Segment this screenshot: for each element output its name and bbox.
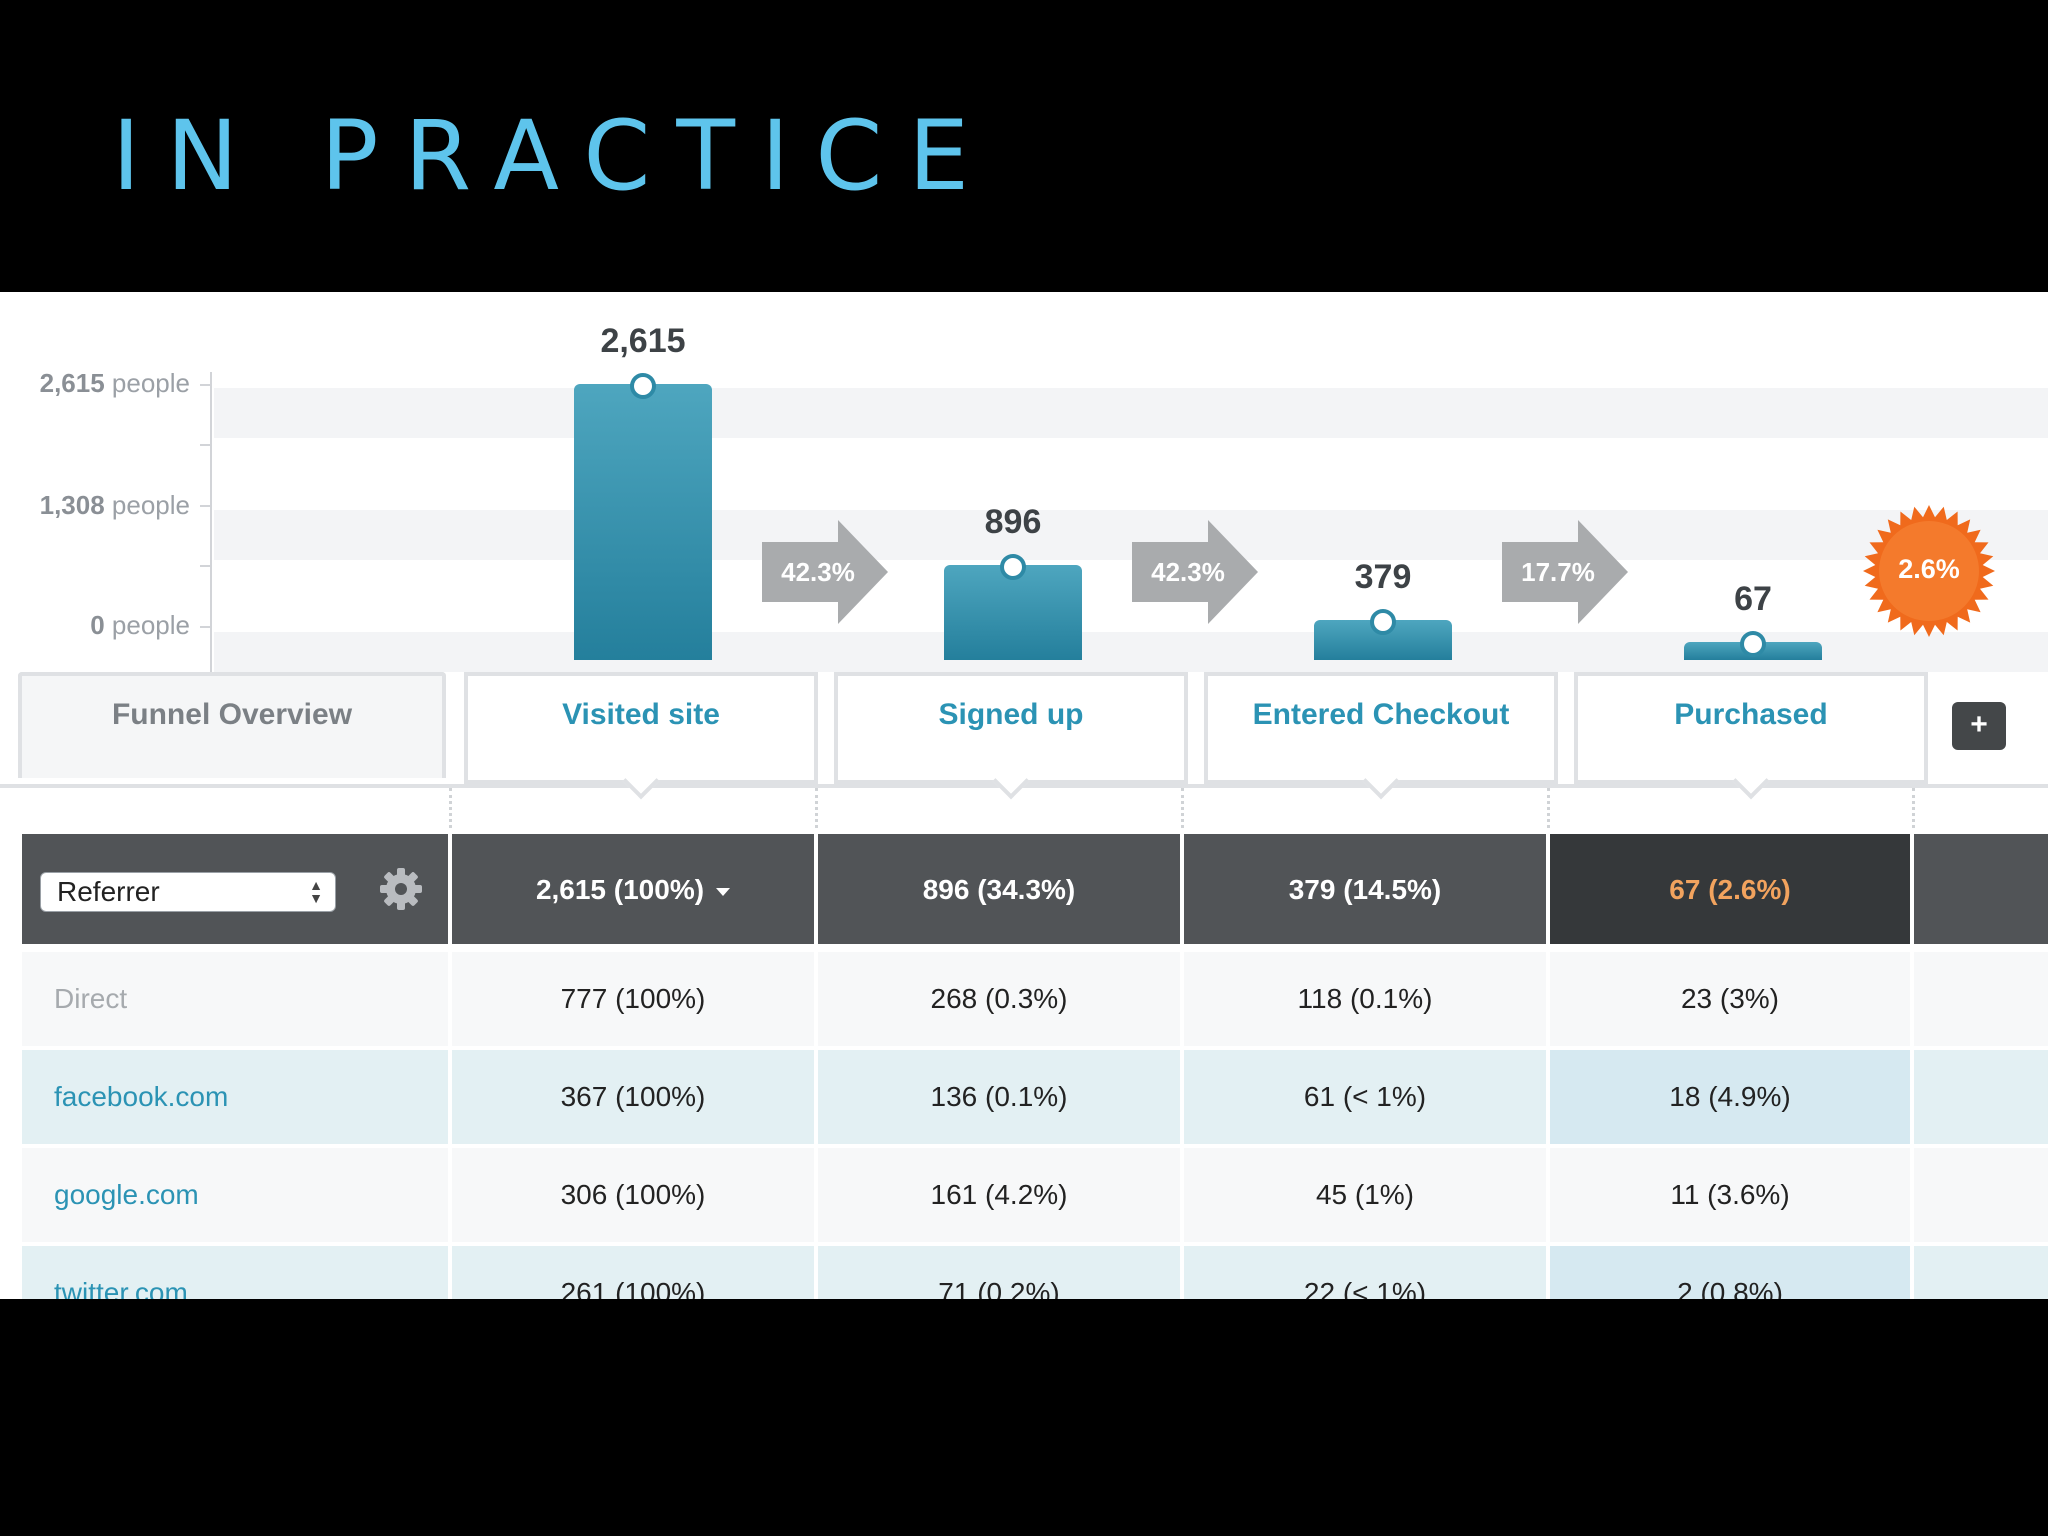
overall-conversion-rate: 2.6%	[1898, 554, 1960, 584]
tab-pointer	[1362, 762, 1400, 800]
table-cell: 11 (3.6%)	[1550, 1148, 1910, 1242]
table-cell: 118 (0.1%)	[1184, 952, 1546, 1046]
table-header-cell: 896 (34.3%)	[818, 834, 1180, 944]
table-cell: 306 (100%)	[452, 1148, 814, 1242]
conversion-arrow: 42.3%	[762, 520, 890, 624]
row-referrer-name[interactable]: facebook.com	[22, 1050, 448, 1144]
y-tick	[200, 505, 210, 507]
y-tick-label: 0 people	[90, 610, 190, 640]
tab-pointer	[622, 762, 660, 800]
table-header-cell	[1914, 834, 2048, 944]
y-tick	[200, 626, 210, 628]
bar-value-label: 67	[1734, 580, 1772, 618]
tab-pointer	[1732, 762, 1770, 800]
slide-title: IN PRACTICE	[112, 100, 995, 212]
tab-funnel-overview[interactable]: Funnel Overview	[18, 672, 446, 778]
row-referrer-name[interactable]: twitter.com	[22, 1246, 448, 1299]
conversion-rate: 42.3%	[1151, 557, 1225, 587]
table-cell: 22 (< 1%)	[1184, 1246, 1546, 1299]
funnel-bar-purchased[interactable]	[1684, 631, 1822, 660]
dropdown-arrows-icon: ▲ ▼	[309, 877, 323, 906]
segment-dropdown[interactable]: Referrer ▲ ▼	[40, 872, 336, 912]
tab-visited-site[interactable]: Visited site	[464, 672, 818, 800]
add-step-button[interactable]: +	[1952, 702, 2006, 750]
column-divider	[815, 788, 818, 828]
y-tick-label: 1,308 people	[39, 490, 190, 520]
bar-value-label: 2,615	[600, 322, 686, 360]
tab-label: Signed up	[938, 698, 1084, 731]
table-cell: 367 (100%)	[452, 1050, 814, 1144]
table-cell: 45 (1%)	[1184, 1148, 1546, 1242]
table-cell: 261 (100%)	[452, 1246, 814, 1299]
y-axis	[210, 372, 212, 672]
table-cell-empty	[1914, 1246, 2048, 1299]
conversion-arrow: 42.3%	[1132, 520, 1260, 624]
overall-conversion-badge: 2.6%	[1862, 504, 1996, 638]
tab-label: Visited site	[562, 698, 720, 731]
funnel-bar-visited-site[interactable]	[574, 373, 712, 660]
y-tick	[200, 384, 210, 386]
bar-value-label: 896	[984, 503, 1042, 542]
segment-dropdown-value: Referrer	[57, 876, 160, 907]
tab-purchased[interactable]: Purchased	[1574, 672, 1928, 800]
column-divider	[449, 788, 452, 828]
header-count: 379 (14.5%)	[1288, 874, 1442, 905]
table-cell: 61 (< 1%)	[1184, 1050, 1546, 1144]
bar-marker	[1740, 631, 1766, 657]
table-cell: 23 (3%)	[1550, 952, 1910, 1046]
y-tick-label: 2,615 people	[39, 368, 190, 398]
bar-marker	[1000, 554, 1026, 581]
table-cell: 268 (0.3%)	[818, 952, 1180, 1046]
header-count: 896 (34.3%)	[922, 874, 1076, 905]
chart-band	[214, 510, 2048, 560]
table-cell: 71 (0.2%)	[818, 1246, 1180, 1299]
tab-label: Entered Checkout	[1252, 698, 1510, 731]
bar-marker	[630, 373, 656, 399]
conversion-rate: 17.7%	[1521, 557, 1595, 587]
table-header-cell: 379 (14.5%)	[1184, 834, 1546, 944]
y-tick	[200, 565, 210, 567]
table-cell-empty	[1914, 1050, 2048, 1144]
table-cell: 18 (4.9%)	[1550, 1050, 1910, 1144]
table-cell: 161 (4.2%)	[818, 1148, 1180, 1242]
tab-label: Purchased	[1674, 698, 1828, 731]
y-tick	[200, 444, 210, 446]
tab-pointer	[992, 762, 1030, 800]
tab-entered-checkout[interactable]: Entered Checkout	[1204, 672, 1558, 800]
table-header-cell-highlighted: 67 (2.6%)	[1550, 834, 1910, 944]
conversion-arrow: 17.7%	[1502, 520, 1630, 624]
bar-value-label: 379	[1354, 557, 1412, 596]
funnel-bar-entered-checkout[interactable]	[1314, 608, 1452, 660]
caret-down-icon	[716, 887, 731, 896]
tab-signed-up[interactable]: Signed up	[834, 672, 1188, 800]
row-referrer-name: Direct	[22, 952, 448, 1046]
header-count: 2,615 (100%)	[452, 874, 814, 906]
table-cell: 2 (0.8%)	[1550, 1246, 1910, 1299]
table-cell: 777 (100%)	[452, 952, 814, 1046]
column-divider	[1547, 788, 1550, 828]
conversion-rate: 42.3%	[781, 557, 855, 587]
column-divider	[1181, 788, 1184, 828]
column-divider	[1912, 788, 1915, 828]
funnel-bar-signed-up[interactable]	[944, 554, 1082, 660]
header-count: 67 (2.6%)	[1669, 874, 1791, 905]
row-referrer-name[interactable]: google.com	[22, 1148, 448, 1242]
table-cell-empty	[1914, 1148, 2048, 1242]
table-cell-empty	[1914, 952, 2048, 1046]
table-cell: 136 (0.1%)	[818, 1050, 1180, 1144]
chart-band	[214, 388, 2048, 438]
tab-label: Funnel Overview	[111, 698, 353, 731]
table-header-cell[interactable]: 2,615 (100%)	[452, 834, 814, 944]
funnel-report-screenshot: 2,615 people 1,308 people 0 people 2,615…	[0, 292, 2048, 1299]
bar-marker	[1370, 608, 1396, 635]
gear-icon[interactable]	[378, 866, 424, 912]
